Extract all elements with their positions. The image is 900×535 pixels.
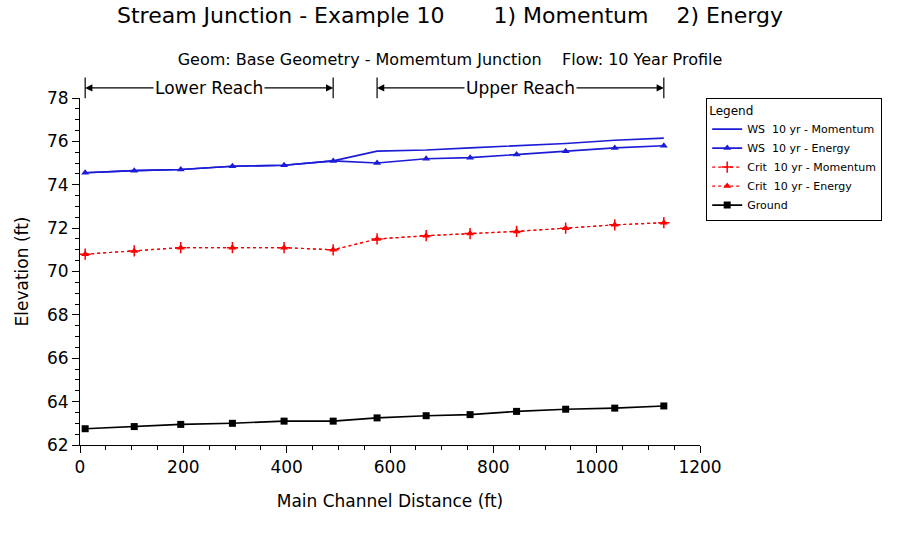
svg-text:62: 62 bbox=[47, 435, 69, 455]
svg-text:68: 68 bbox=[47, 305, 69, 325]
svg-text:Stream Junction - Example 10: Stream Junction - Example 10 1) Momentum… bbox=[117, 3, 783, 28]
svg-text:78: 78 bbox=[47, 88, 69, 108]
svg-text:64: 64 bbox=[47, 392, 69, 412]
svg-text:Crit 10 yr - Energy: Crit 10 yr - Energy bbox=[747, 180, 852, 193]
svg-text:600: 600 bbox=[374, 457, 406, 477]
svg-text:Lower Reach: Lower Reach bbox=[155, 78, 263, 98]
svg-text:0: 0 bbox=[75, 457, 86, 477]
svg-text:66: 66 bbox=[47, 348, 69, 368]
svg-text:Ground: Ground bbox=[747, 199, 787, 212]
svg-text:72: 72 bbox=[47, 218, 69, 238]
svg-text:Crit 10 yr - Momentum: Crit 10 yr - Momentum bbox=[747, 161, 876, 174]
svg-text:Geom: Base Geometry - Momemtum: Geom: Base Geometry - Momemtum Junction … bbox=[178, 50, 723, 69]
svg-text:Main Channel Distance (ft): Main Channel Distance (ft) bbox=[277, 491, 504, 511]
svg-text:1200: 1200 bbox=[678, 457, 721, 477]
svg-text:74: 74 bbox=[47, 175, 69, 195]
svg-text:70: 70 bbox=[47, 261, 69, 281]
svg-text:Elevation (ft): Elevation (ft) bbox=[12, 217, 32, 327]
svg-text:Upper Reach: Upper Reach bbox=[466, 78, 575, 98]
svg-text:800: 800 bbox=[477, 457, 509, 477]
svg-text:200: 200 bbox=[167, 457, 199, 477]
svg-text:WS 10 yr - Energy: WS 10 yr - Energy bbox=[747, 142, 850, 155]
svg-text:Legend: Legend bbox=[709, 104, 753, 118]
svg-text:1000: 1000 bbox=[575, 457, 618, 477]
svg-text:76: 76 bbox=[47, 131, 69, 151]
svg-text:400: 400 bbox=[270, 457, 302, 477]
svg-text:WS 10 yr - Momentum: WS 10 yr - Momentum bbox=[747, 123, 874, 136]
